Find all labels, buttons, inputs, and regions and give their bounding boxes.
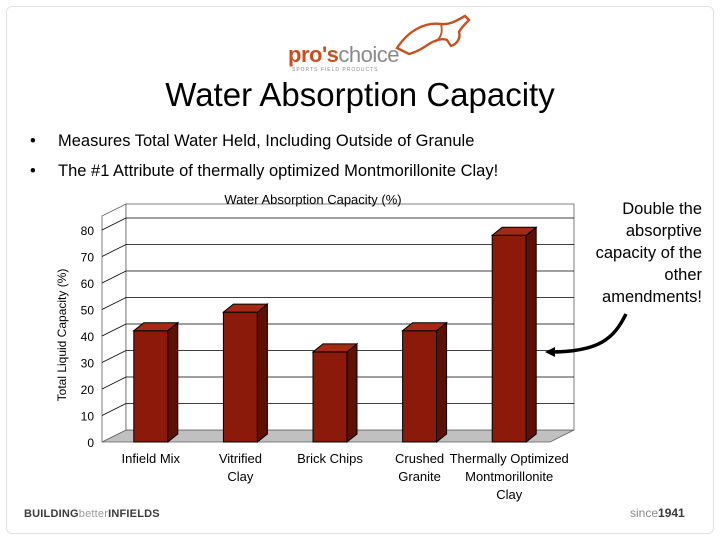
chart-bar — [133, 330, 169, 443]
x-tick-label: Infield Mix — [122, 451, 181, 466]
y-tick-label: 0 — [87, 436, 94, 450]
bullet-item: • The #1 Attribute of thermally optimize… — [30, 162, 498, 192]
chart-bar-side — [525, 226, 537, 444]
chart-bar-top — [490, 226, 538, 236]
logo-tagline: SPORTS FIELD PRODUCTS — [292, 67, 379, 73]
chart-bar-top — [132, 322, 180, 332]
logo-brand-main: pro's — [288, 42, 339, 67]
footer-slogan-a: BUILDING — [24, 508, 79, 520]
footer-since-label: since — [630, 506, 659, 520]
x-tick-label: Thermally Optimized Montmorillonite Clay — [450, 451, 569, 502]
chart-bar — [402, 330, 438, 443]
chart-bar-side — [346, 342, 358, 444]
chart-y-ticks: 0 10 20 30 40 50 60 70 80 — [81, 224, 95, 450]
chart-bars — [132, 226, 538, 444]
chart-bar-side — [436, 321, 448, 444]
y-tick-label: 20 — [81, 383, 95, 397]
chart-y-axis-label: Total Liquid Capacity (%) — [55, 269, 69, 402]
bullet-dot: • — [30, 162, 36, 180]
y-tick-label: 30 — [81, 357, 95, 371]
chart-title: Water Absorption Capacity (%) — [224, 192, 401, 207]
chart-gridline — [101, 244, 574, 257]
footer-since-year: 1941 — [658, 506, 685, 520]
chart-bar-top — [221, 303, 269, 313]
chart-gridline — [101, 270, 574, 284]
footer-since: since1941 — [630, 506, 685, 520]
y-tick-label: 40 — [81, 330, 95, 344]
brand-logo: pro'schoice SPORTS FIELD PRODUCTS — [288, 44, 399, 74]
bullet-item: • Measures Total Water Held, Including O… — [30, 132, 498, 162]
chart-bar-side — [256, 303, 268, 444]
chart-bar-top — [311, 343, 359, 353]
logo-wordmark: pro'schoice — [288, 44, 399, 66]
chart-left-wall — [101, 203, 127, 443]
x-tick-label: Crushed Granite — [395, 451, 444, 484]
chart-bar — [312, 351, 348, 443]
x-tick-label: Vitrified Clay — [219, 451, 262, 484]
footer-slogan-b: better — [78, 508, 109, 520]
chart-x-labels: Infield Mix Vitrified Clay Brick Chips Crush… — [122, 451, 569, 502]
bullet-dot: • — [30, 132, 36, 150]
footer-slogan-c: INFIELDS — [108, 508, 160, 520]
chart-bar — [222, 311, 258, 443]
bullet-text: Measures Total Water Held, Including Out… — [58, 132, 475, 150]
bullet-list: • Measures Total Water Held, Including O… — [30, 132, 498, 192]
y-tick-label: 60 — [81, 277, 95, 291]
logo-brand-rest: choice — [338, 42, 399, 67]
y-tick-label: 70 — [81, 251, 95, 265]
y-tick-label: 80 — [81, 224, 95, 238]
footer-slogan: BUILDINGbetterINFIELDS — [24, 508, 160, 520]
callout-arrow-icon — [545, 313, 628, 357]
x-tick-label: Brick Chips — [297, 451, 363, 466]
chart-bar-top — [401, 322, 449, 332]
page-title: Water Absorption Capacity — [165, 76, 555, 113]
chart-gridline — [101, 217, 574, 231]
callout-text: Double the absorptive capacity of the ot… — [595, 200, 702, 306]
chart-bar — [491, 234, 527, 443]
horse-logo-icon — [395, 14, 471, 56]
chart-gridline — [101, 297, 574, 310]
y-tick-label: 50 — [81, 304, 95, 318]
y-tick-label: 10 — [81, 410, 95, 424]
chart-bar-side — [167, 321, 179, 444]
bullet-text: The #1 Attribute of thermally optimized … — [58, 162, 499, 180]
